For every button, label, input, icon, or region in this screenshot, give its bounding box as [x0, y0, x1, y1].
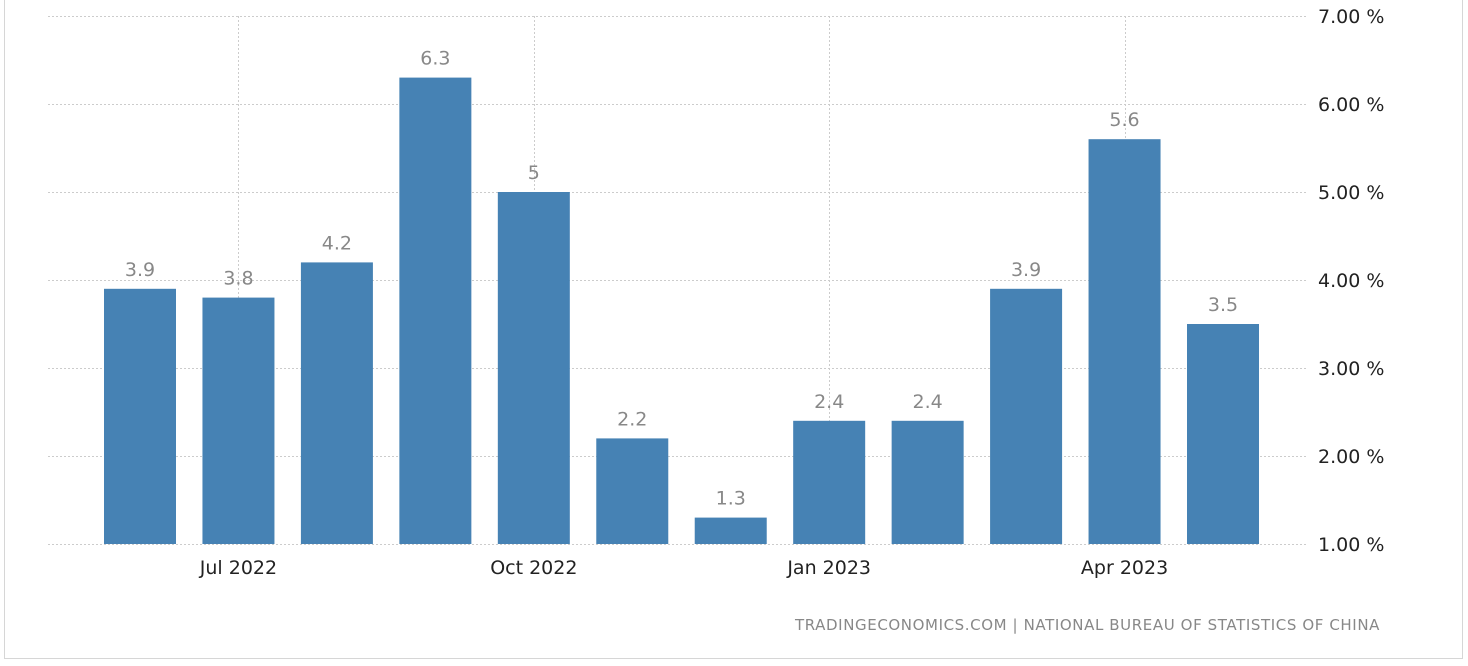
- bar-may-2023: [1187, 324, 1259, 544]
- data-label: 6.3: [420, 48, 450, 70]
- bar-jan-2023: [793, 420, 866, 544]
- bar-aug-2022: [300, 262, 373, 544]
- bar-oct-2022: [497, 192, 570, 544]
- bar-sep-2022: [399, 77, 472, 544]
- data-label: 2.4: [814, 391, 844, 413]
- bar-apr-2023: [1088, 139, 1161, 544]
- data-label: 1.3: [716, 488, 746, 510]
- x-tick-label: Jul 2022: [199, 557, 277, 579]
- data-label: 2.2: [617, 408, 647, 430]
- y-tick-label: 6.00 %: [1318, 94, 1384, 116]
- bar-jul-2022: [202, 297, 275, 544]
- data-label: 2.4: [913, 391, 943, 413]
- bar-mar-2023: [990, 288, 1063, 544]
- source-credit: TRADINGECONOMICS.COM | NATIONAL BUREAU O…: [794, 616, 1380, 634]
- data-label: 5.6: [1109, 109, 1139, 131]
- x-tick-label: Oct 2022: [490, 557, 577, 579]
- y-tick-label: 7.00 %: [1318, 6, 1384, 28]
- bar-dec-2022: [694, 517, 767, 544]
- data-label: 3.8: [223, 268, 253, 290]
- x-tick-label: Jan 2023: [786, 557, 871, 579]
- y-axis-ticks: 1.00 % 2.00 % 3.00 % 4.00 % 5.00 % 6.00 % 7.00…: [1318, 6, 1384, 556]
- data-label: 5: [528, 162, 540, 184]
- y-tick-label: 1.00 %: [1318, 534, 1384, 556]
- y-tick-label: 3.00 %: [1318, 358, 1384, 380]
- bar-feb-2023: [891, 420, 964, 544]
- y-tick-label: 2.00 %: [1318, 446, 1384, 468]
- data-label: 3.5: [1208, 294, 1238, 316]
- data-labels: 3.9 3.8 4.2 6.3 5 2.2 1.3 2.4 2.4 3.9 5.6 3.5: [125, 48, 1238, 510]
- y-tick-label: 5.00 %: [1318, 182, 1384, 204]
- data-label: 3.9: [1011, 259, 1041, 281]
- bar-chart: 3.9 3.8 4.2 6.3 5 2.2 1.3 2.4 2.4 3.9 5.6 3.5 1.00 …: [48, 6, 1384, 579]
- data-label: 3.9: [125, 259, 155, 281]
- data-label: 4.2: [322, 232, 352, 254]
- x-axis-ticks: Jul 2022 Oct 2022 Jan 2023 Apr 2023: [199, 557, 1168, 579]
- bar-nov-2022: [596, 438, 669, 544]
- y-tick-label: 4.00 %: [1318, 270, 1384, 292]
- bar-jun-2022: [104, 288, 176, 544]
- bars: [104, 77, 1259, 544]
- x-tick-label: Apr 2023: [1081, 557, 1168, 579]
